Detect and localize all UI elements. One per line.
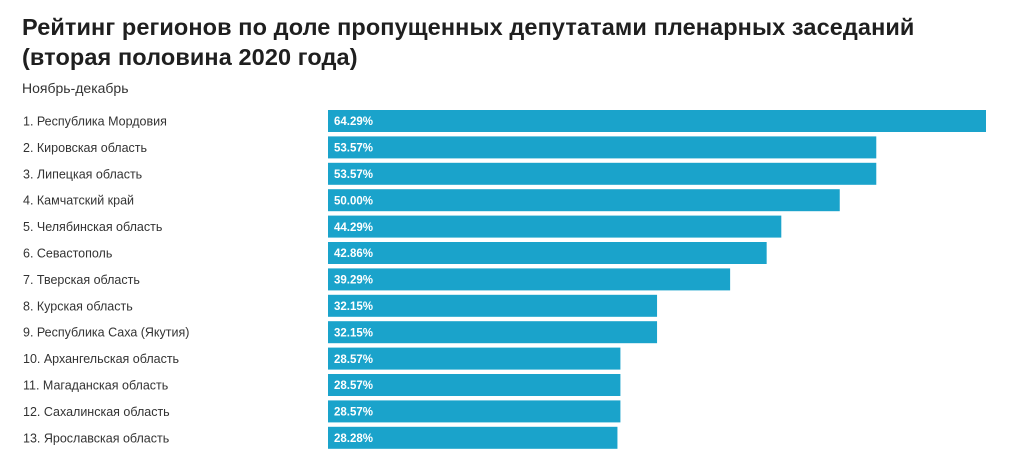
bar[interactable]: [328, 136, 877, 159]
bar[interactable]: [328, 189, 840, 212]
data-label: 32.15%: [334, 301, 373, 313]
category-label: 4. Камчатский край: [23, 194, 134, 208]
category-label: 5. Челябинская область: [23, 220, 162, 234]
data-label: 64.29%: [334, 116, 373, 128]
category-label: 3. Липецкая область: [23, 167, 142, 181]
data-label: 39.29%: [334, 275, 373, 287]
bar[interactable]: [328, 268, 731, 291]
category-label: 9. Республика Саха (Якутия): [23, 326, 189, 340]
bar[interactable]: [328, 347, 621, 370]
bar[interactable]: [328, 110, 986, 132]
bar[interactable]: [328, 426, 618, 449]
category-label: 7. Тверская область: [23, 273, 140, 287]
category-label: 12. Сахалинская область: [23, 405, 170, 419]
category-label: 11. Магаданская область: [23, 379, 168, 393]
data-label: 32.15%: [334, 327, 373, 339]
data-label: 53.57%: [334, 143, 373, 155]
data-label: 44.29%: [334, 222, 373, 234]
data-label: 28.57%: [334, 380, 373, 392]
bar[interactable]: [328, 294, 658, 317]
bar[interactable]: [328, 374, 621, 396]
category-label: 2. Кировская область: [23, 141, 147, 155]
bar[interactable]: [328, 400, 621, 423]
bar[interactable]: [328, 242, 767, 264]
category-label: 1. Республика Мордовия: [23, 115, 167, 129]
data-label: 42.86%: [334, 248, 373, 260]
category-label: 10. Архангельская область: [23, 352, 179, 366]
bar[interactable]: [328, 162, 877, 185]
data-label: 53.57%: [334, 169, 373, 181]
category-label: 8. Курская область: [23, 299, 133, 313]
data-label: 28.57%: [334, 354, 373, 366]
data-label: 50.00%: [334, 195, 373, 207]
category-label: 13. Ярославская область: [23, 431, 169, 445]
chart-subtitle: Ноябрь-декабрь: [22, 80, 129, 96]
data-label: 28.57%: [334, 407, 373, 419]
bar[interactable]: [328, 215, 782, 238]
bar[interactable]: [328, 321, 658, 344]
chart-title: Рейтинг регионов по доле пропущенных деп…: [22, 14, 915, 70]
data-label: 28.28%: [334, 433, 373, 445]
category-label: 6. Севастополь: [23, 247, 112, 261]
